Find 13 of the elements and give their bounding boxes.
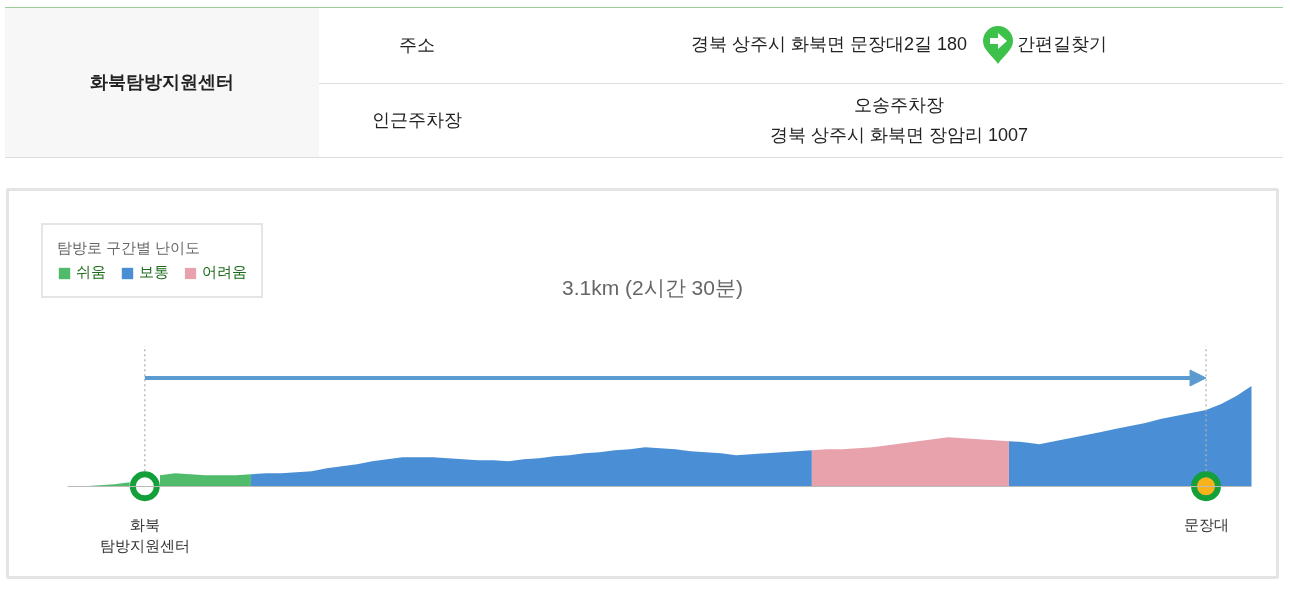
legend-label: 어려움 — [202, 263, 247, 282]
legend-label: 보통 — [139, 263, 169, 282]
legend-label: 쉬움 — [76, 263, 106, 282]
x-tick-label: 화북 탐방지원센터 — [99, 516, 190, 554]
x-tick-label: 문장대 — [1183, 516, 1229, 534]
text: 간편길찾기 — [1017, 34, 1108, 54]
text: 주소 — [319, 8, 515, 83]
text: 인근주차장 — [319, 83, 515, 157]
text: 경북 상주시 화북면 문장대2길 180 — [690, 34, 968, 54]
text: 오송주차장 경북 상주시 화북면 장암리 1007 — [515, 83, 1283, 157]
text: 3.1km (2시간 30분) — [562, 276, 743, 299]
legend-title: 탐방로 구간별 난이도 — [57, 239, 202, 258]
text: 화북탐방지원센터 — [5, 8, 319, 157]
